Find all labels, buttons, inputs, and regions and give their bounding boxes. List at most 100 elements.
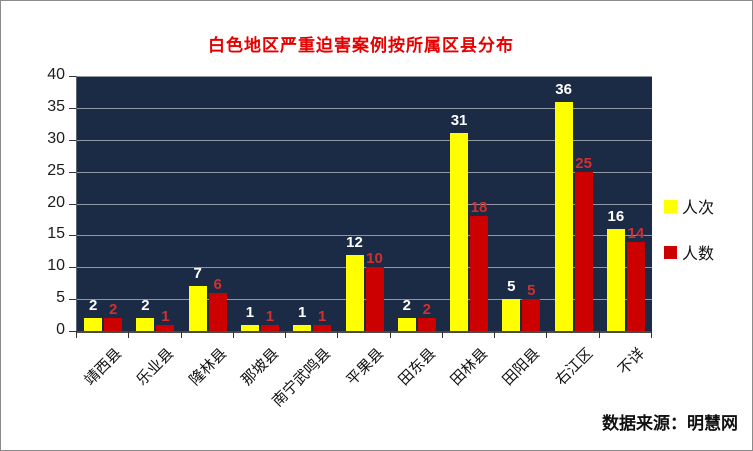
y-tick-label: 30 — [47, 129, 65, 147]
data-label-人次-1: 2 — [88, 297, 98, 315]
gridline — [77, 171, 652, 173]
x-tick-mark — [285, 331, 287, 338]
data-label-人次-8: 31 — [450, 112, 468, 130]
data-label-人数-2: 1 — [161, 307, 170, 325]
plot-area: 2 2 2 1 7 6 1 1 1 1 12 10 2 2 31 18 5 5 36 25 16 14 — [76, 76, 652, 333]
data-label-人数-11: 14 — [627, 224, 645, 242]
x-category-label: 靖西县 — [81, 345, 126, 389]
bar-人数-10 — [574, 171, 593, 331]
data-label-人次-6: 12 — [346, 233, 363, 251]
data-label-人次-9: 5 — [507, 278, 516, 296]
x-tick-mark — [441, 331, 443, 338]
x-category-label: 田林县 — [447, 345, 492, 389]
y-tick-mark — [69, 107, 76, 109]
bar-人数-5 — [313, 324, 332, 331]
y-tick-label: 40 — [47, 66, 65, 83]
data-label-人次-3: 7 — [193, 265, 202, 283]
x-category-label: 田东县 — [395, 345, 439, 389]
bar-人数-6 — [365, 267, 384, 331]
x-tick-mark — [546, 331, 548, 338]
x-tick-mark — [128, 331, 130, 338]
bar-人次-6 — [345, 254, 364, 331]
legend-label: 人数 — [682, 246, 715, 263]
y-tick-mark — [69, 203, 76, 205]
bar-人数-4 — [260, 324, 279, 331]
x-category-label: 乐业县 — [133, 345, 178, 389]
bar-人数-7 — [417, 318, 436, 331]
x-tick-mark — [180, 331, 182, 338]
bar-人次-4 — [240, 324, 259, 331]
bar-人次-3 — [188, 286, 207, 331]
chart-title: 白色地区严重迫害案例按所属区县分布 — [208, 36, 514, 55]
data-label-人数-8: 18 — [470, 199, 488, 217]
legend-swatch-icon — [664, 245, 677, 259]
bar-人数-11 — [626, 241, 645, 331]
gridline — [77, 267, 652, 269]
data-label-人数-9: 5 — [527, 282, 536, 300]
y-tick-label: 20 — [47, 193, 65, 211]
legend-label: 人次 — [682, 200, 715, 217]
legend-swatch-icon — [664, 199, 677, 213]
y-tick-mark — [69, 139, 76, 141]
source-note: 数据来源：明慧网 — [602, 414, 738, 433]
bar-人次-11 — [606, 229, 625, 331]
data-label-人次-2: 2 — [141, 297, 150, 315]
data-label-人次-11: 16 — [607, 208, 625, 225]
x-tick-mark — [494, 331, 496, 338]
bar-人次-2 — [136, 318, 155, 331]
bar-人次-8 — [450, 133, 469, 331]
x-category-label: 右江区 — [551, 345, 596, 389]
x-category-label: 平果县 — [342, 345, 387, 389]
legend-item-人次: 人次 — [664, 194, 714, 218]
y-tick-mark — [69, 267, 76, 269]
x-category-label: 那坡县 — [238, 345, 283, 389]
y-tick-label: 0 — [56, 321, 65, 338]
y-tick-mark — [69, 331, 76, 332]
x-tick-mark — [76, 331, 77, 338]
data-label-人次-5: 1 — [298, 303, 307, 321]
x-category-label: 不详 — [614, 345, 649, 379]
data-label-人数-3: 6 — [213, 275, 222, 293]
y-tick-label: 10 — [47, 257, 65, 275]
gridline — [77, 107, 652, 109]
y-tick-label: 5 — [56, 289, 65, 307]
x-tick-mark — [337, 331, 339, 338]
bar-人数-9 — [522, 299, 541, 331]
y-tick-mark — [69, 171, 76, 173]
bar-人次-9 — [502, 299, 521, 331]
data-label-人次-4: 1 — [245, 303, 255, 321]
x-tick-mark — [232, 331, 234, 338]
bar-人数-2 — [156, 324, 175, 331]
y-tick-mark — [69, 76, 76, 77]
gridline — [77, 299, 652, 301]
bar-人次-1 — [84, 318, 103, 331]
data-label-人数-7: 2 — [422, 301, 431, 319]
x-tick-mark — [389, 331, 391, 338]
bar-人次-7 — [397, 318, 416, 331]
y-tick-label: 15 — [47, 225, 65, 243]
bar-人次-10 — [554, 101, 573, 331]
gridline — [77, 203, 652, 205]
data-label-人次-10: 36 — [555, 80, 572, 98]
x-tick-mark — [598, 331, 600, 338]
y-tick-mark — [69, 299, 76, 301]
data-label-人数-6: 10 — [366, 250, 383, 268]
x-tick-mark — [651, 331, 652, 338]
bar-人次-5 — [293, 324, 312, 331]
x-category-label: 隆林县 — [185, 345, 230, 389]
bar-人数-3 — [208, 292, 227, 331]
gridline — [77, 76, 652, 77]
data-label-人数-1: 2 — [108, 301, 118, 319]
data-label-人次-7: 2 — [402, 297, 411, 315]
y-tick-mark — [69, 235, 76, 237]
legend-item-人数: 人数 — [664, 240, 714, 264]
legend: 人次 人数 — [664, 194, 714, 264]
bar-人数-8 — [470, 216, 489, 331]
y-tick-label: 35 — [47, 97, 65, 115]
gridline — [77, 235, 652, 237]
data-label-人数-10: 25 — [575, 154, 592, 172]
y-tick-label: 25 — [47, 161, 65, 179]
data-label-人数-5: 1 — [318, 307, 327, 325]
gridline — [77, 139, 652, 141]
